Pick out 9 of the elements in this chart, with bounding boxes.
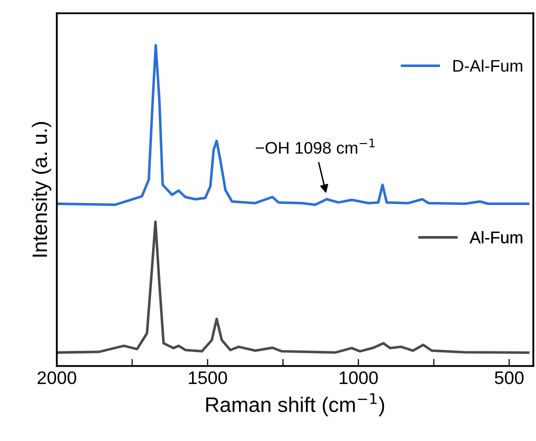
legend-label: Al-Fum — [470, 231, 522, 244]
x-tick-label: 2000 — [38, 371, 76, 384]
annotation: −OH 1098 cm$^{−1}$ — [256, 138, 375, 154]
legend-label: D-Al-Fum — [453, 60, 522, 72]
x-tick-label: 1500 — [188, 371, 227, 384]
x-tick-label: 500 — [494, 371, 524, 384]
x-axis-title: Raman shift (cm$^{−1}$) — [206, 393, 384, 416]
x-tick-label: 1000 — [340, 371, 378, 384]
y-axis-title: Intensity (a. u.) — [32, 122, 52, 257]
